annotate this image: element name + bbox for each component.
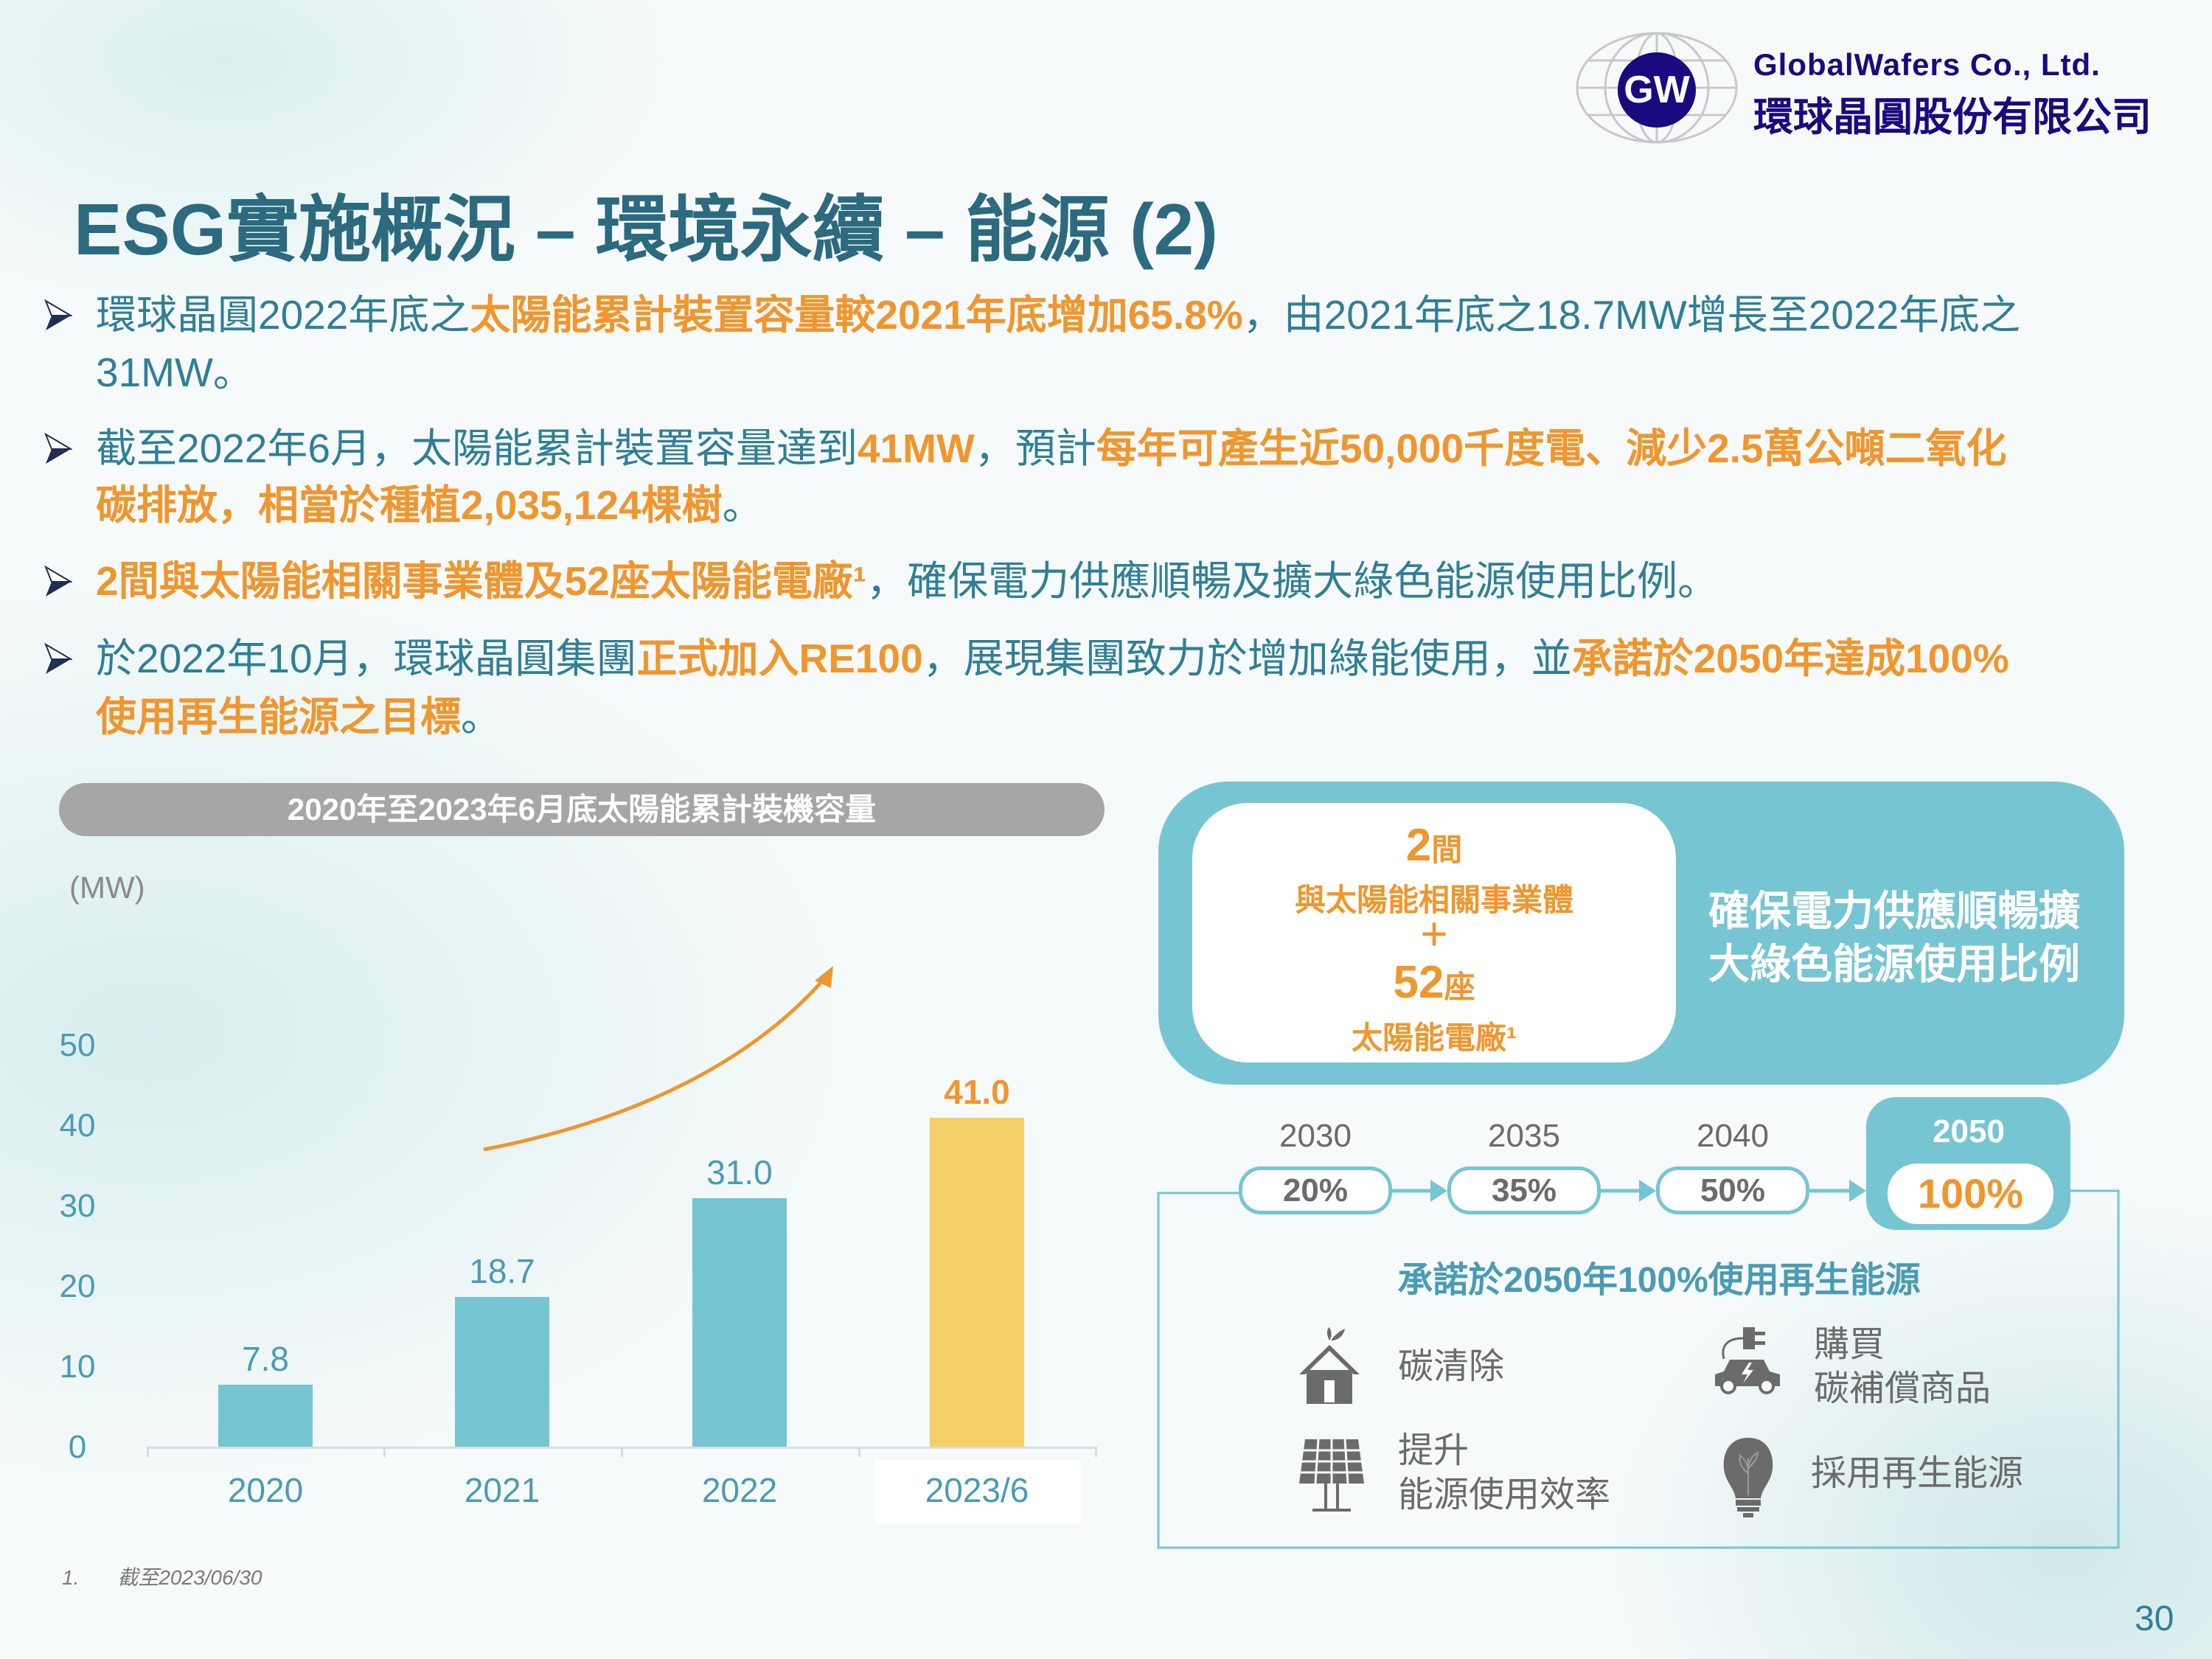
bullet-text-segment: 。: [722, 482, 763, 528]
x-tick-mark: [621, 1447, 623, 1457]
milestone-year: 2030: [1279, 1118, 1352, 1154]
logo-name-zh: 環球晶圓股份有限公司: [1753, 95, 2152, 139]
bullet-arrow-icon: [44, 299, 72, 330]
y-tick-label: 50: [59, 1027, 96, 1063]
bullet-text-segment: 41MW: [857, 425, 975, 471]
bullet-text-segment: 承諾於2050年達成100%: [1571, 636, 2009, 681]
bullet-arrow-icon: [44, 433, 72, 464]
bullet-1-line: 31MW。: [96, 347, 254, 398]
company-logo: GW GlobalWafers Co., Ltd. 環球晶圓股份有限公司: [1574, 31, 2152, 145]
bullet-3-line: 2間與太陽能相關事業體及52座太陽能電廠¹，確保電力供應順暢及擴大綠色能源使用比…: [96, 555, 1718, 607]
entity-count: 2: [1405, 820, 1432, 871]
action-renewable: 採用再生能源: [1811, 1454, 2024, 1493]
y-tick-label: 10: [59, 1349, 96, 1385]
bullet-text-segment: 於2022年10月，環球晶圓集團: [96, 636, 637, 681]
plant-count: 52: [1393, 957, 1444, 1008]
milestone-percent: 50%: [1656, 1166, 1809, 1214]
bar-value-label: 41.0: [944, 1073, 1010, 1112]
bar-value-label: 7.8: [242, 1339, 289, 1378]
bullet-text-segment: 2間與太陽能相關事業體及52座太陽能電廠¹: [96, 558, 867, 604]
y-tick-label: 40: [59, 1107, 96, 1144]
x-tick-label: 2022: [701, 1471, 778, 1509]
bullet-text-segment: 正式加入RE100: [636, 636, 923, 681]
x-axis-line: [147, 1447, 1095, 1449]
action-carbon-removal: 碳清除: [1398, 1347, 1505, 1386]
milestone-percent: 20%: [1239, 1166, 1392, 1214]
plus-sign: +: [1420, 907, 1448, 960]
logo-name-en: GlobalWafers Co., Ltd.: [1753, 47, 2101, 82]
milestone-percent: 35%: [1447, 1166, 1601, 1214]
bullet-arrow-icon: [44, 566, 72, 597]
solar-entities-card: 2間 與太陽能相關事業體 + 52座 太陽能電廠¹: [1192, 803, 1676, 1062]
bullet-text-segment: 31MW。: [96, 349, 254, 395]
solar-panel-icon: [1299, 1439, 1364, 1512]
bullet-arrow-icon: [44, 643, 72, 674]
statement-line-2: 大綠色能源使用比例: [1708, 941, 2080, 987]
y-tick-label: 30: [59, 1188, 96, 1224]
x-tick-label: 2021: [464, 1471, 540, 1509]
x-tick-mark: [383, 1447, 386, 1457]
bullet-4-line: 使用再生能源之目標。: [96, 691, 501, 742]
milestone-percent: 100%: [1888, 1164, 2053, 1224]
plant-label: 太陽能電廠¹: [1352, 1020, 1517, 1055]
bullet-text-segment: ，確保電力供應順暢及擴大綠色能源使用比例。: [866, 558, 1719, 604]
x-tick-mark: [147, 1447, 149, 1457]
bar-2023/6: [930, 1118, 1024, 1447]
x-tick-label: 2020: [227, 1471, 304, 1509]
commitment-heading: 承諾於2050年100%使用再生能源: [1397, 1261, 1921, 1300]
bar-value-label: 31.0: [706, 1153, 773, 1192]
bar-value-label: 18.7: [469, 1252, 535, 1291]
bar-2020: [218, 1384, 313, 1447]
milestone-year: 2040: [1697, 1118, 1769, 1154]
bullet-text-segment: 使用再生能源之目標: [96, 694, 462, 740]
logo-monogram: GW: [1624, 69, 1690, 111]
globe-logo-icon: [1576, 32, 1738, 144]
entity-label: 與太陽能相關事業體: [1294, 883, 1573, 917]
action-buy-offsets: 購買 碳補償商品: [1814, 1325, 1992, 1408]
x-tick-mark: [1095, 1447, 1097, 1457]
bullet-1-line: 環球晶圓2022年底之太陽能累計裝置容量較2021年底增加65.8%，由2021…: [96, 289, 2020, 341]
bullet-text-segment: 。: [461, 694, 502, 740]
bullet-text-segment: 環球晶圓2022年底之: [96, 292, 470, 338]
x-tick-label: 2023/6: [925, 1471, 1029, 1509]
bullet-4-line: 於2022年10月，環球晶圓集團正式加入RE100，展現集團致力於增加綠能使用，…: [96, 633, 2009, 684]
bullet-text-segment: 每年可產生近50,000千度電、減少2.5萬公噸二氧化: [1096, 425, 2007, 471]
footnote-text: 截至2023/06/30: [117, 1566, 262, 1589]
milestone-year: 2035: [1488, 1118, 1560, 1154]
bullet-2-line: 碳排放，相當於種植2,035,124棵樹。: [96, 479, 763, 531]
bar-2021: [455, 1297, 549, 1447]
panel-statement: 確保電力供應順暢擴 大綠色能源使用比例: [1708, 885, 2080, 991]
entity-unit: 間: [1431, 832, 1463, 867]
highlight-category-box: [874, 1460, 1081, 1523]
house-plant-icon: [1299, 1327, 1360, 1404]
timeline-arrows: [1392, 1180, 1866, 1202]
bullet-text-segment: ，展現集團致力於增加綠能使用，並: [922, 636, 1572, 681]
y-tick-label: 20: [59, 1268, 96, 1304]
footnote-number: 1.: [62, 1566, 80, 1589]
bullet-text-segment: 碳排放，相當於種植2,035,124棵樹: [96, 482, 723, 528]
bullet-text-segment: 截至2022年6月，太陽能累計裝置容量達到: [96, 425, 858, 471]
x-tick-mark: [858, 1447, 860, 1457]
plug-car-icon: [1715, 1327, 1780, 1394]
chart-title: 2020年至2023年6月底太陽能累計裝機容量: [59, 783, 1105, 836]
page-title: ESG實施概況 – 環境永續 – 能源 (2): [74, 189, 1218, 270]
growth-arrow: [483, 966, 833, 1152]
y-tick-label: 0: [68, 1429, 87, 1465]
bullet-text-segment: 太陽能累計裝置容量較2021年底增加65.8%: [470, 292, 1243, 338]
bullet-text-segment: ，由2021年底之18.7MW增長至2022年底之: [1242, 292, 2021, 338]
plant-unit: 座: [1444, 970, 1475, 1004]
milestone-year: 2050: [1933, 1113, 2005, 1150]
action-efficiency: 提升 能源使用效率: [1398, 1431, 1611, 1514]
lightbulb-plant-icon: [1723, 1438, 1773, 1517]
bar-2022: [692, 1198, 787, 1447]
bullet-text-segment: ，預計: [974, 425, 1096, 471]
statement-line-1: 確保電力供應順暢擴: [1708, 888, 2080, 934]
footnote: 1. 截至2023/06/30: [62, 1562, 262, 1591]
y-axis-unit: (MW): [69, 870, 145, 905]
bullet-2-line: 截至2022年6月，太陽能累計裝置容量達到41MW，預計每年可產生近50,000…: [96, 422, 2007, 474]
page-number: 30: [2135, 1599, 2174, 1638]
